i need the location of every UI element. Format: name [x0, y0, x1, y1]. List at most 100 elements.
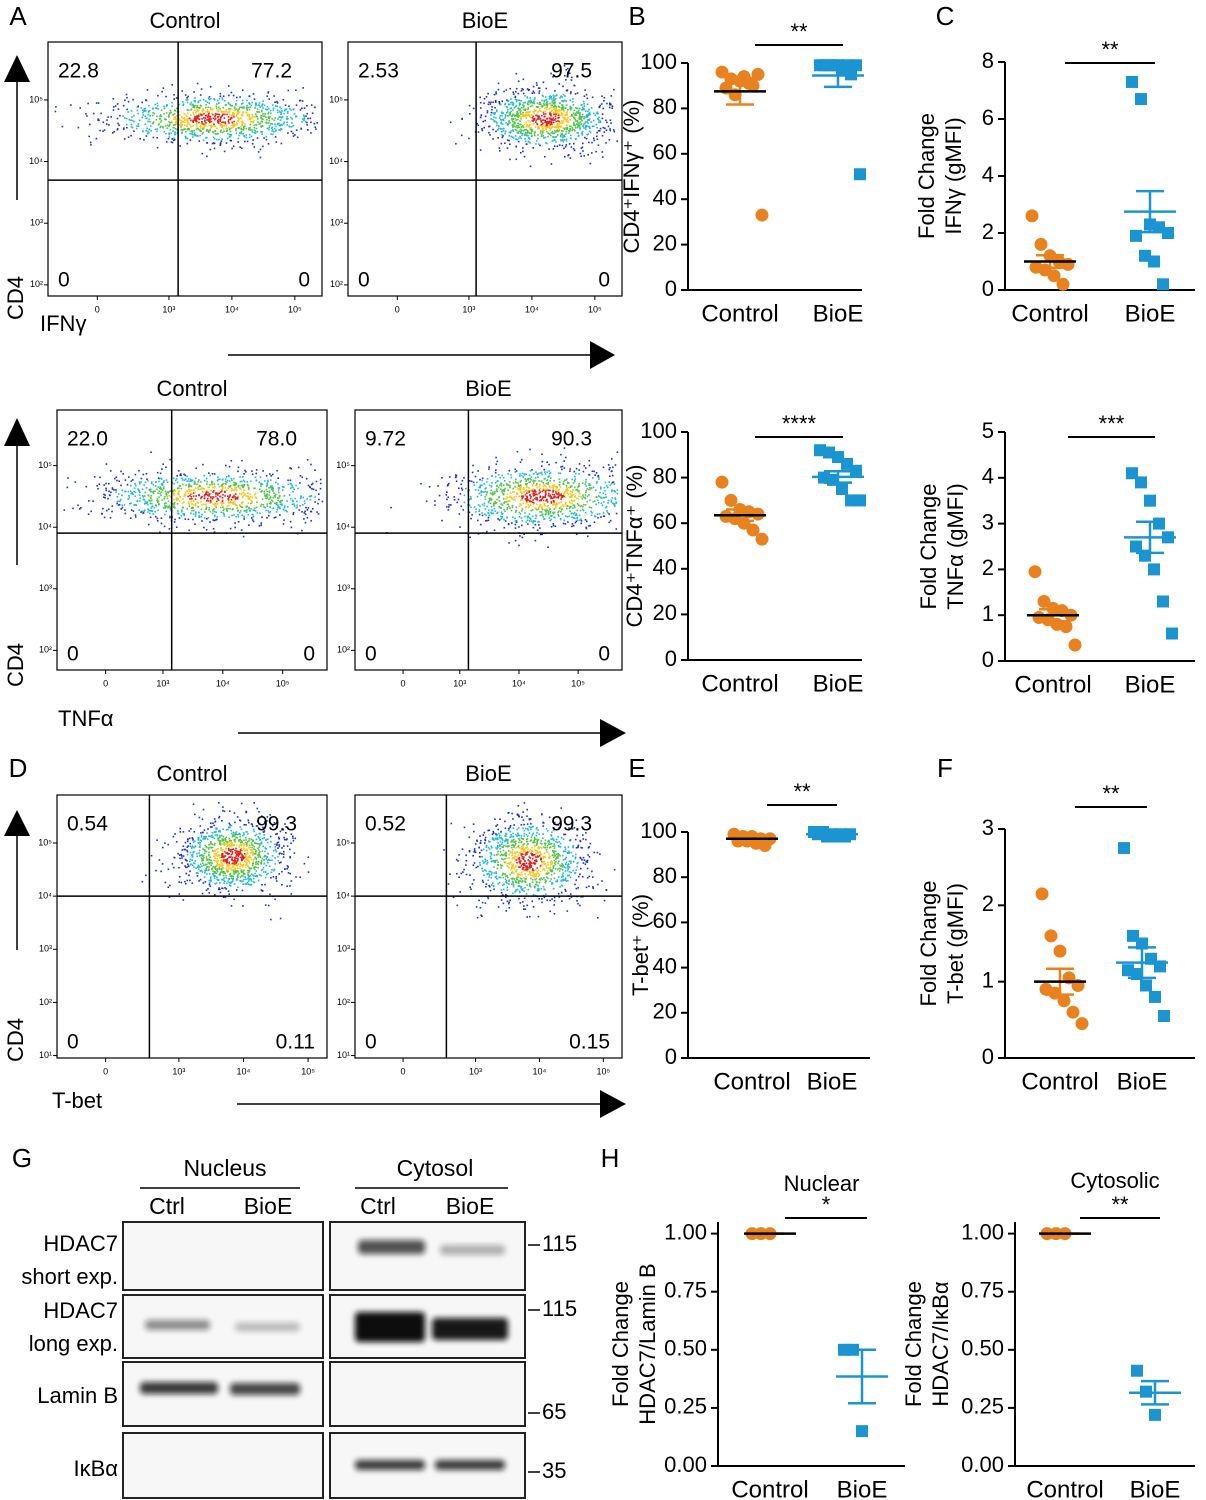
flow-event: [212, 508, 214, 511]
flow-event: [533, 482, 535, 484]
flow-event: [193, 846, 195, 849]
flow-event: [187, 863, 189, 866]
flow-event: [527, 111, 530, 114]
flow-event: [525, 486, 528, 489]
flow-event: [276, 100, 278, 103]
flow-event: [192, 864, 194, 866]
flow-event: [209, 119, 211, 121]
flow-event: [552, 488, 554, 491]
flow-event: [173, 116, 175, 119]
flow-event: [233, 863, 236, 865]
flow-event: [260, 889, 263, 891]
flow-event: [544, 121, 546, 124]
flow-event: [514, 527, 517, 529]
flow-event: [164, 118, 167, 121]
flow-event: [563, 110, 566, 113]
flow-event: [172, 139, 175, 141]
flow-event: [286, 867, 288, 870]
flow-event: [105, 489, 108, 492]
flow-event: [513, 121, 516, 123]
flow-event: [138, 490, 140, 492]
flow-event: [166, 495, 169, 498]
flow-event: [242, 873, 245, 876]
flow-event: [312, 488, 315, 491]
flow-event: [511, 119, 513, 121]
flow-event: [501, 136, 504, 139]
flow-event: [542, 129, 545, 131]
flow-event: [544, 496, 546, 498]
flow-event: [604, 490, 606, 492]
flow-event: [553, 511, 556, 514]
flow-event: [214, 842, 216, 845]
flow-event: [221, 497, 224, 499]
flow-event: [269, 846, 271, 848]
flow-event: [261, 130, 264, 133]
flow-event: [526, 478, 529, 480]
flow-event: [448, 506, 450, 508]
flow-event: [597, 517, 599, 519]
flow-event: [287, 132, 289, 134]
flow-event: [457, 498, 460, 501]
flow-event: [561, 108, 563, 110]
flow-event: [545, 508, 548, 510]
flow-event: [216, 479, 219, 482]
flow-event: [550, 163, 553, 165]
flow-event: [203, 474, 205, 477]
flow-event: [520, 131, 522, 133]
flow-event: [241, 89, 244, 91]
flow-event: [530, 509, 532, 512]
flow-event: [251, 519, 254, 521]
flow-event: [271, 126, 274, 129]
flow-event: [151, 510, 154, 513]
flow-event: [239, 851, 241, 853]
flow-event: [555, 111, 558, 113]
flow-event: [527, 523, 529, 525]
flow-event: [254, 492, 257, 495]
flow-event: [579, 127, 581, 130]
flow-event: [148, 509, 150, 511]
flow-event: [144, 115, 146, 117]
flow-event: [196, 106, 198, 109]
flow-event: [246, 505, 249, 508]
flow-event: [216, 127, 218, 130]
flow-event: [272, 497, 275, 499]
flow-event: [217, 121, 219, 123]
flow-event: [520, 479, 522, 482]
flow-event: [212, 131, 214, 133]
flow-event: [277, 505, 280, 508]
flow-event: [545, 499, 547, 502]
flow-event: [561, 495, 563, 497]
flow-event: [149, 490, 152, 493]
flow-event: [111, 505, 114, 507]
flow-event: [529, 142, 531, 144]
flow-event: [576, 126, 579, 129]
flow-event: [221, 111, 223, 113]
flow-event: [576, 132, 579, 134]
flow-event: [515, 72, 518, 75]
flow-event: [506, 484, 508, 486]
flow-event: [116, 128, 119, 131]
flow-event: [607, 511, 609, 514]
flow-event: [590, 510, 592, 513]
flow-event: [588, 506, 591, 508]
flow-event: [253, 124, 256, 126]
flow-event: [181, 121, 183, 123]
flow-event: [609, 102, 611, 104]
flow-event: [266, 816, 269, 818]
flow-event: [156, 499, 158, 502]
flow-event: [241, 874, 243, 877]
flow-event: [208, 486, 210, 488]
flow-event: [271, 104, 274, 106]
flow-event: [552, 76, 554, 78]
flow-event: [292, 839, 295, 842]
flow-event: [249, 502, 252, 505]
flow-event: [251, 496, 253, 499]
flow-event: [266, 482, 268, 485]
flow-event: [573, 517, 575, 519]
flow-event: [301, 121, 303, 123]
flow-event: [263, 834, 265, 836]
flow-event: [235, 129, 237, 132]
flow-event: [574, 521, 577, 524]
flow-event: [276, 833, 278, 835]
flow-event: [182, 121, 185, 123]
